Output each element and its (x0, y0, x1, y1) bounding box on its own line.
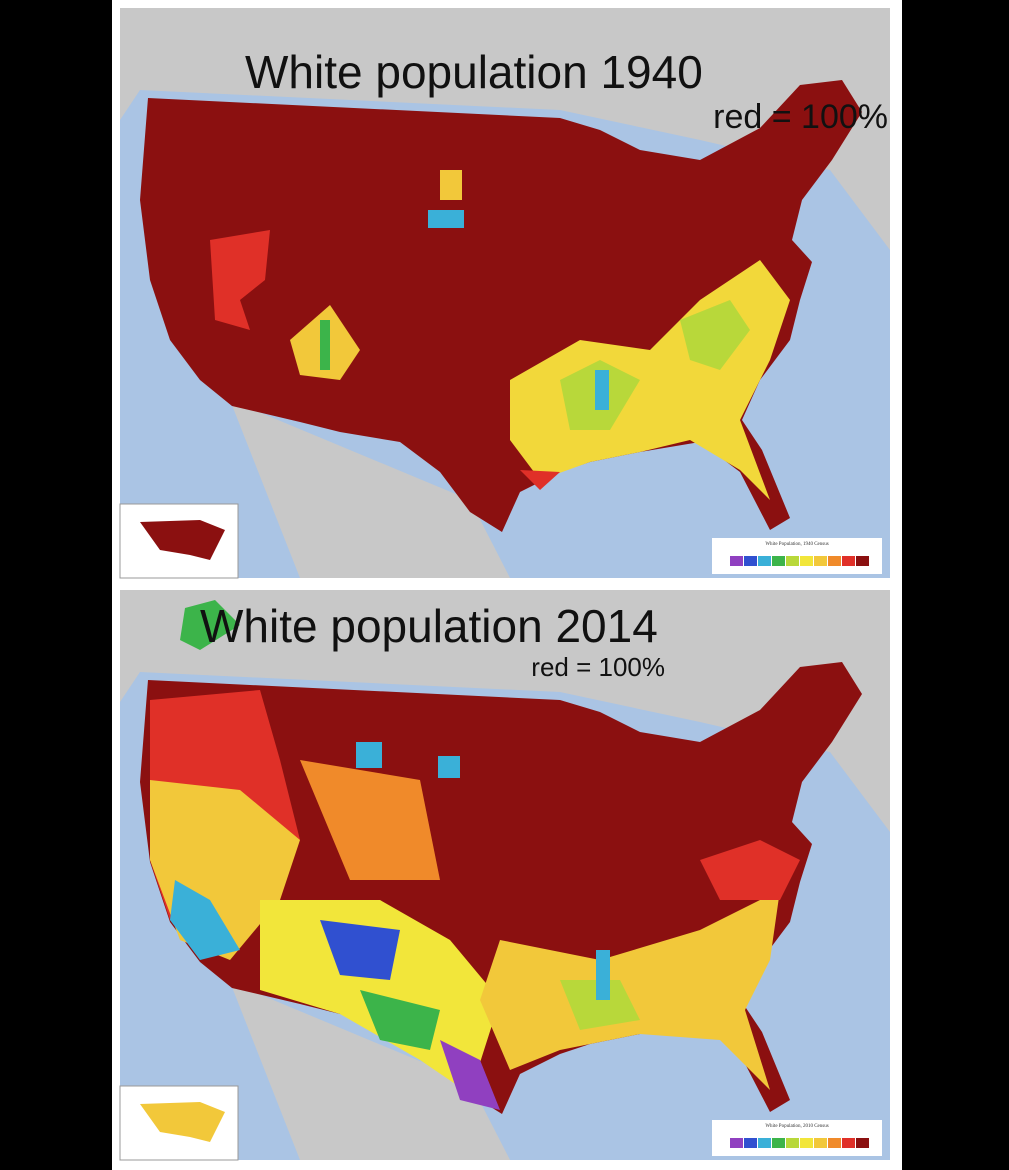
canada (120, 8, 890, 250)
legend-swatches (730, 1138, 869, 1148)
legend-title: White Population, 2010 Census (765, 1124, 828, 1129)
map-2014: White Population, 2010 Census White popu… (119, 590, 890, 1161)
counties (210, 170, 790, 500)
map-1940: White Population, 1940 Census White popu… (119, 8, 890, 579)
mexico (230, 400, 510, 578)
counties (150, 690, 800, 1110)
inset-map (140, 520, 225, 560)
subtitle: red = 100% (531, 652, 665, 682)
title: White population 1940 (245, 46, 703, 98)
canada (120, 590, 890, 832)
inset-map (140, 1102, 225, 1142)
alaska (180, 600, 240, 650)
legend-title: White Population, 1940 Census (765, 542, 828, 547)
mexico (230, 982, 510, 1160)
subtitle: red = 100% (713, 98, 888, 136)
title: White population 2014 (200, 600, 658, 652)
legend-swatches (730, 556, 869, 566)
